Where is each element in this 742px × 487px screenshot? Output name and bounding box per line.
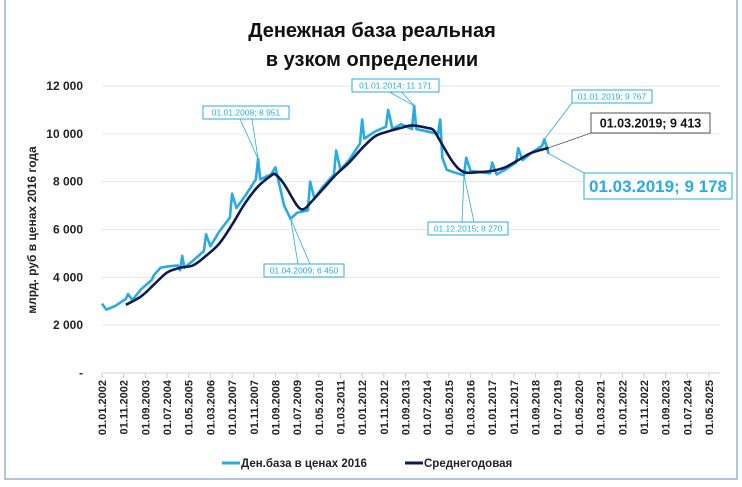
x-tick-label: 01.09.2023 bbox=[661, 380, 673, 435]
chart-title-line-2: в узком определении bbox=[266, 49, 478, 71]
x-tick-label: 01.07.2004 bbox=[162, 379, 174, 435]
x-tick-label: 01.09.2013 bbox=[401, 380, 413, 435]
series-line-1 bbox=[100, 104, 550, 311]
y-tick-label: 12 000 bbox=[46, 79, 83, 93]
legend-label-series-1: Ден.база в ценах 2016 bbox=[241, 458, 367, 470]
x-tick-label: 01.09.2018 bbox=[531, 380, 543, 435]
annotation-label: 01.01.2008; 8 951 bbox=[212, 108, 281, 118]
annotation-label: 01.12.2015; 8 270 bbox=[434, 224, 503, 234]
y-tick-label: 6 000 bbox=[53, 223, 83, 237]
x-tick-label: 01.11.2022 bbox=[639, 380, 651, 434]
annotations: 01.01.2008; 8 951 01.04.2009; 6 450 01.01.… bbox=[202, 78, 733, 278]
annotation-leader bbox=[387, 91, 415, 107]
x-tick-label: 01.01.2022 bbox=[617, 380, 629, 435]
x-tick-label: 01.05.2010 bbox=[314, 380, 326, 435]
x-axis-ticks: 01.01.2002 01.11.2002 01.09.2003 01.07.2004… bbox=[97, 373, 716, 435]
x-tick-label: 01.07.2009 bbox=[292, 380, 304, 435]
x-tick-label: 01.01.2007 bbox=[227, 380, 239, 435]
y-tick-label: 8 000 bbox=[53, 175, 83, 189]
x-tick-label: 01.05.2005 bbox=[184, 380, 196, 435]
x-tick-label: 01.05.2015 bbox=[444, 380, 456, 435]
series-line-2 bbox=[125, 124, 549, 306]
annotation-box bbox=[571, 89, 653, 104]
x-tick-label: 01.03.2016 bbox=[466, 380, 478, 435]
x-tick-label: 01.03.2021 bbox=[596, 380, 608, 435]
annotation-label: 01.03.2019; 9 413 bbox=[600, 117, 702, 131]
series-lines bbox=[100, 104, 550, 311]
x-tick-label: 01.11.2002 bbox=[119, 380, 131, 434]
x-tick-label: 01.01.2012 bbox=[357, 380, 369, 435]
annotation-label: 01.01.2014; 11 171 bbox=[359, 81, 432, 91]
annotation-label: 01.01.2019; 9 767 bbox=[578, 92, 647, 102]
y-axis-ticks: - 2 000 4 000 6 000 8 000 10 000 12 000 bbox=[46, 79, 83, 380]
annotation-box bbox=[583, 172, 733, 200]
annotation-box bbox=[202, 105, 290, 120]
annotation-box bbox=[590, 112, 711, 134]
legend-label-series-2: Среднегодовая bbox=[424, 458, 512, 470]
x-tick-label: 01.01.2017 bbox=[487, 380, 499, 435]
x-tick-label: 01.07.2019 bbox=[552, 380, 564, 435]
x-tick-label: 01.03.2006 bbox=[205, 380, 217, 435]
annotation-leader bbox=[239, 118, 259, 160]
annotation-label: 01.03.2019; 9 178 bbox=[589, 177, 727, 196]
y-tick-label: - bbox=[79, 366, 83, 380]
annotation-leader bbox=[461, 175, 475, 223]
y-tick-label: 10 000 bbox=[46, 127, 83, 141]
x-tick-label: 01.05.2020 bbox=[574, 380, 586, 435]
x-tick-label: 01.01.2002 bbox=[97, 380, 109, 435]
annotation-box bbox=[351, 78, 440, 93]
annotation-box bbox=[427, 221, 509, 236]
annotation-leader bbox=[543, 102, 573, 140]
x-tick-label: 01.03.2011 bbox=[335, 380, 347, 434]
y-axis-label: млрд. руб в ценах 2016 года bbox=[25, 146, 39, 314]
x-tick-label: 01.11.2007 bbox=[249, 380, 261, 434]
chart-title-line-1: Денежная база реальная bbox=[248, 20, 496, 42]
x-tick-label: 01.09.2003 bbox=[140, 380, 152, 435]
x-tick-label: 01.07.2024 bbox=[682, 379, 694, 435]
y-tick-label: 2 000 bbox=[53, 318, 83, 332]
annotation-label: 01.04.2009; 6 450 bbox=[270, 266, 339, 276]
x-tick-label: 01.05.2025 bbox=[704, 380, 716, 435]
y-tick-label: 4 000 bbox=[53, 270, 83, 284]
legend: Ден.база в ценах 2016 Среднегодовая bbox=[222, 458, 512, 470]
x-tick-label: 01.09.2008 bbox=[270, 380, 282, 435]
x-tick-label: 01.07.2014 bbox=[422, 379, 434, 435]
annotation-box bbox=[263, 263, 345, 278]
annotation-leader bbox=[548, 153, 585, 174]
x-tick-label: 01.11.2017 bbox=[509, 380, 521, 434]
x-tick-label: 01.11.2012 bbox=[379, 380, 391, 434]
annotation-leader bbox=[548, 132, 592, 149]
annotation-leader bbox=[290, 218, 311, 265]
